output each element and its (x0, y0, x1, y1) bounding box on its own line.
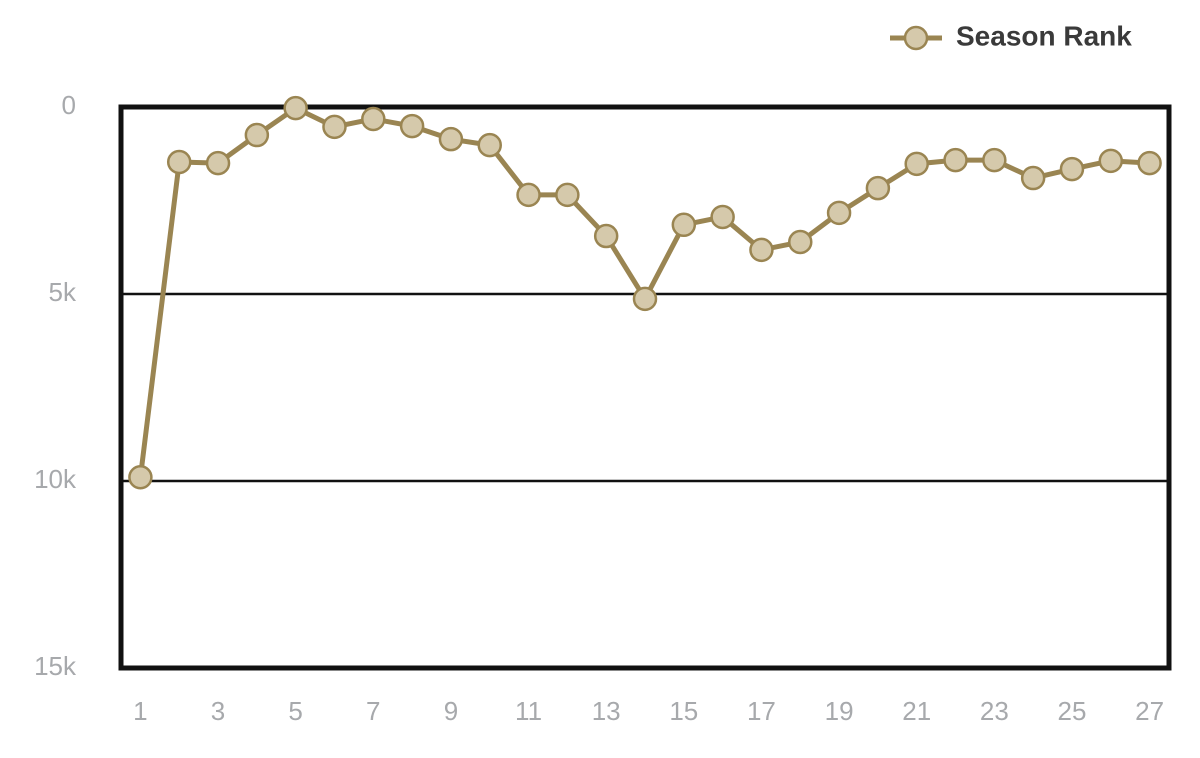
point (1059, 156, 1085, 182)
point (438, 126, 464, 152)
point (788, 229, 813, 255)
point (399, 113, 425, 139)
point (205, 150, 231, 176)
point (632, 286, 658, 312)
point (283, 95, 308, 121)
point (749, 237, 774, 263)
x-tick-label: 11 (515, 696, 542, 726)
point (322, 114, 347, 140)
y-tick-label: 10k (34, 464, 77, 494)
point (710, 204, 735, 230)
y-tick-label: 15k (34, 651, 77, 681)
x-tick-label: 1 (133, 696, 147, 726)
point (166, 149, 192, 175)
x-tick-label: 19 (825, 696, 854, 726)
point (555, 182, 580, 208)
point (593, 223, 619, 249)
point (128, 465, 153, 490)
legend-label: Season Rank (956, 20, 1132, 51)
x-tick-label: 7 (366, 696, 380, 726)
x-tick-label: 21 (902, 696, 931, 726)
y-tick-label: 0 (62, 90, 76, 120)
x-tick-label: 13 (592, 696, 621, 726)
point (516, 182, 541, 208)
legend-marker (903, 25, 929, 51)
x-tick-label: 9 (444, 696, 458, 726)
point (943, 147, 968, 173)
x-tick-label: 15 (669, 696, 698, 726)
point (1098, 148, 1124, 174)
point (865, 175, 891, 201)
x-tick-label: 23 (980, 696, 1009, 726)
x-tick-label: 3 (211, 696, 225, 726)
point (904, 151, 929, 177)
point (361, 106, 386, 132)
point (982, 147, 1007, 173)
point (671, 212, 697, 238)
y-tick-label: 5k (49, 277, 77, 307)
point (1020, 165, 1046, 191)
point (826, 200, 852, 226)
plot-frame (118, 104, 1172, 671)
x-tick-label: 25 (1058, 696, 1087, 726)
point (1137, 150, 1162, 176)
point (244, 122, 270, 148)
x-tick-label: 17 (747, 696, 776, 726)
x-tick-label: 5 (288, 696, 302, 726)
point (477, 132, 502, 158)
x-tick-label: 27 (1135, 696, 1164, 726)
